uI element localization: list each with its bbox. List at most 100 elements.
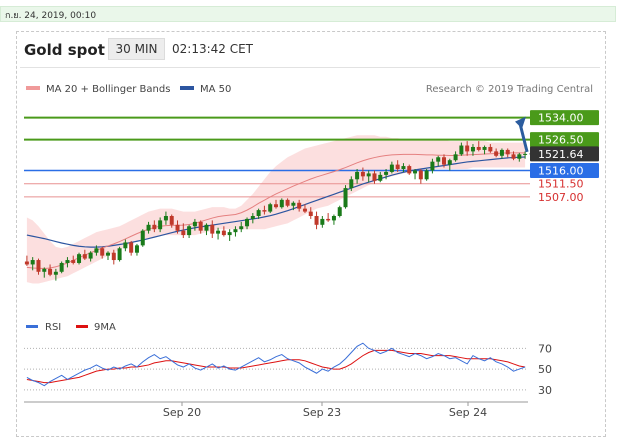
candle-body	[175, 224, 180, 231]
rsi-ma-legend-label: 9MA	[94, 322, 116, 333]
main-legend: MA 20 + Bollinger Bands MA 50 Research ©…	[26, 84, 593, 95]
candle-body	[123, 242, 128, 249]
candle-body	[465, 145, 470, 152]
rsi-ma-legend-swatch	[76, 325, 88, 328]
candle-body	[360, 171, 365, 177]
candle-body	[53, 271, 58, 275]
candle-body	[482, 146, 487, 150]
candle-body	[82, 254, 87, 259]
header-divider	[20, 67, 600, 68]
candle-body	[216, 230, 221, 234]
candle-body	[418, 170, 423, 180]
candle-body	[245, 218, 250, 227]
candle-body	[42, 268, 47, 272]
candle-body	[320, 218, 325, 225]
timeframe-badge[interactable]: 30 MIN	[108, 38, 165, 60]
rsi-tick-label: 70	[538, 342, 552, 355]
rsi-ma-line	[26, 349, 526, 384]
candle-body	[326, 218, 331, 221]
projection-arrow-head	[515, 116, 526, 129]
candle-body	[268, 204, 273, 212]
candle-body	[221, 230, 226, 236]
candle-body	[442, 157, 446, 165]
candle-body	[488, 146, 493, 152]
ma20-line	[26, 152, 526, 270]
candle-body	[256, 210, 261, 216]
candle-body	[523, 153, 528, 155]
price-tag-label: 1526.50	[538, 134, 584, 147]
candle-body	[476, 146, 481, 150]
candle-body	[436, 157, 441, 162]
price-tag-target	[530, 110, 599, 126]
rsi-line	[26, 342, 526, 387]
candle-body	[395, 164, 400, 170]
candle-body	[302, 208, 307, 212]
x-tick-label: Sep 20	[163, 406, 201, 419]
candle-body	[291, 202, 296, 206]
ma50-legend-label: MA 50	[200, 84, 231, 95]
candle-body	[59, 262, 64, 272]
candle-body	[499, 149, 504, 156]
candle-body	[158, 220, 163, 230]
candle-body	[192, 221, 197, 227]
rsi-legend: RSI 9MA	[26, 322, 116, 333]
candle-body	[111, 252, 116, 261]
candle-body	[134, 245, 139, 253]
price-tag-label: 1516.00	[538, 164, 584, 177]
candle-body	[453, 154, 458, 161]
bollinger-band	[26, 135, 526, 284]
candle-body	[140, 230, 145, 246]
candle-body	[279, 199, 284, 208]
candle-body	[366, 173, 371, 177]
candle-body	[106, 252, 110, 256]
candle-body	[94, 248, 99, 253]
candle-body	[227, 232, 232, 236]
candle-body	[71, 260, 76, 263]
candle-body	[285, 199, 290, 206]
price-tag-label: 1507.00	[538, 191, 584, 204]
header-time: 02:13:42 CET	[172, 42, 253, 56]
candle-body	[163, 215, 168, 221]
date-text: ก.ย. 24, 2019, 00:10	[5, 11, 97, 21]
candle-body	[494, 151, 499, 156]
candle-body	[152, 224, 157, 230]
candle-body	[181, 230, 186, 236]
candle-body	[372, 173, 377, 181]
candle-body	[430, 161, 435, 171]
price-tag-target	[530, 132, 599, 148]
candle-body	[210, 224, 215, 234]
candle-body	[459, 145, 464, 155]
price-tag-label: 1511.50	[538, 178, 584, 191]
candle-body	[30, 260, 35, 265]
instrument-title: Gold spot	[24, 41, 105, 59]
candle-body	[198, 221, 203, 231]
candle-body	[447, 160, 452, 165]
ma20-legend-label: MA 20 + Bollinger Bands	[46, 84, 170, 95]
candle-body	[384, 171, 389, 175]
price-tag-label: 1534.00	[538, 112, 584, 125]
candle-body	[262, 210, 267, 212]
candle-body	[88, 252, 93, 259]
ma50-line	[26, 156, 526, 248]
candle-body	[511, 154, 516, 159]
projection-arrow-shaft	[518, 123, 529, 153]
rsi-plot: 70 50 30	[24, 342, 552, 397]
x-axis: Sep 20 Sep 23 Sep 24	[24, 401, 528, 419]
x-tick-label: Sep 23	[303, 406, 341, 419]
candle-body	[187, 226, 192, 236]
copyright-text: Research © 2019 Trading Central	[426, 84, 593, 95]
candle-body	[424, 170, 429, 180]
candle-body	[355, 171, 360, 180]
candle-body	[331, 215, 336, 221]
candle-body	[308, 211, 313, 216]
candle-body	[470, 146, 475, 152]
rsi-legend-label: RSI	[45, 322, 61, 333]
candle-body	[389, 164, 394, 172]
rsi-tick-label: 30	[538, 384, 552, 397]
candle-body	[401, 166, 406, 170]
price-tag-label: 1521.64	[538, 148, 584, 161]
candle-body	[146, 224, 151, 231]
candle-body	[505, 149, 510, 155]
candle-body	[343, 188, 348, 208]
